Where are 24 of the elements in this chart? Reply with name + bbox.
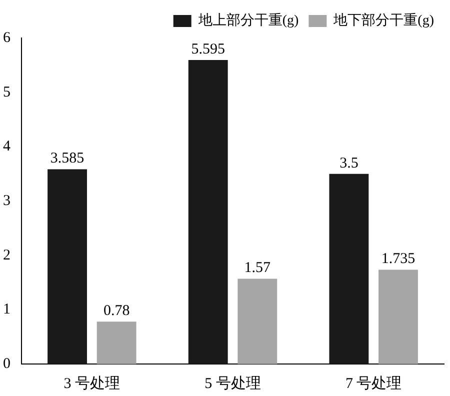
y-tick-label: 1 xyxy=(3,302,10,318)
data-label: 1.57 xyxy=(244,260,272,276)
y-tick-label: 3 xyxy=(3,192,10,209)
data-label: 3.5 xyxy=(340,155,358,172)
bar xyxy=(96,322,136,364)
bar xyxy=(188,60,228,364)
y-tick-label: 0 xyxy=(3,356,10,372)
bar xyxy=(48,169,87,364)
data-label: 1.735 xyxy=(381,251,416,268)
data-label: 5.595 xyxy=(191,41,225,58)
x-tick-label: 5 号处理 xyxy=(204,374,261,392)
data-label: 0.78 xyxy=(103,303,130,320)
legend-label: 地上部分干重(g) xyxy=(197,12,300,29)
legend-label: 地下部分干重(g) xyxy=(332,12,434,29)
y-tick-label: 6 xyxy=(3,30,11,46)
y-tick-label: 5 xyxy=(3,84,10,100)
bar xyxy=(238,278,278,364)
x-tick-label: 7 号处理 xyxy=(345,374,402,392)
y-tick-label: 4 xyxy=(3,138,11,155)
x-tick-label: 3 号处理 xyxy=(64,374,120,392)
y-tick-label: 2 xyxy=(3,247,10,264)
bar xyxy=(378,270,418,364)
bar xyxy=(329,174,369,364)
data-label: 3.585 xyxy=(50,150,84,167)
